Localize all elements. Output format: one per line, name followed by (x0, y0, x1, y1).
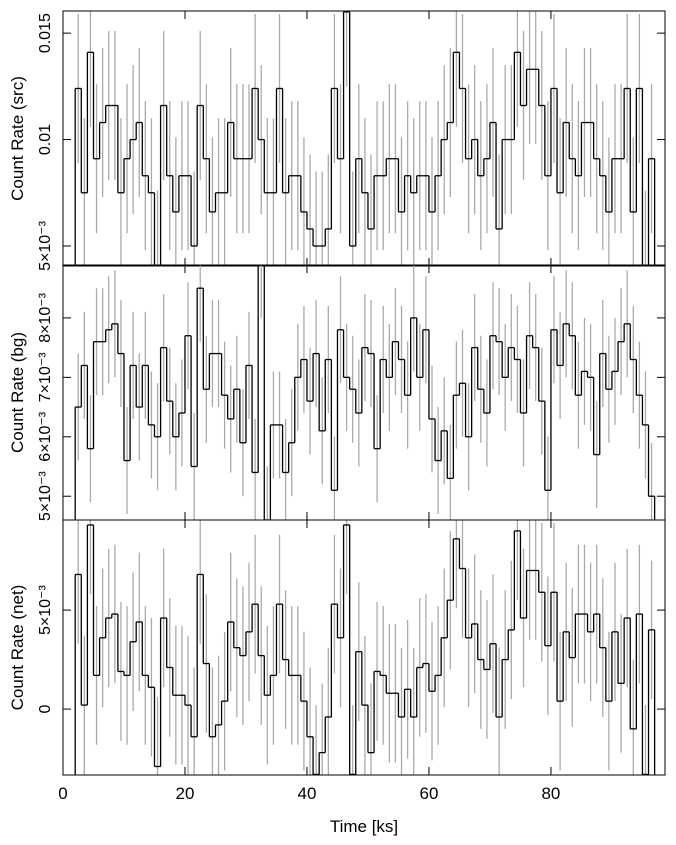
plot-area (74, 11, 656, 266)
plot-area (74, 265, 656, 520)
y-axis-label: Count Rate (src) (8, 76, 27, 201)
y-tick-label: 5×10⁻³ (37, 220, 54, 270)
y-tick-label: 0.01 (37, 124, 54, 155)
y-axis-label: Count Rate (bg) (8, 332, 27, 453)
y-tick-label: 6×10⁻³ (37, 411, 54, 461)
x-tick-label: 60 (419, 784, 438, 803)
x-tick-label: 20 (176, 784, 195, 803)
x-axis-label: Time [ks] (330, 817, 398, 836)
y-tick-label: 0.015 (37, 13, 54, 53)
x-tick-label: 80 (541, 784, 560, 803)
y-tick-label: 7×10⁻³ (37, 352, 54, 402)
y-tick-label: 0 (37, 705, 54, 714)
x-tick-label: 0 (58, 784, 67, 803)
x-tick-label: 40 (298, 784, 317, 803)
frame (62, 10, 666, 267)
y-tick-label: 5×10⁻³ (37, 585, 54, 635)
frame (62, 519, 666, 776)
y-tick-label: 8×10⁻³ (37, 292, 54, 342)
plot-area (74, 520, 656, 775)
y-axis-label: Count Rate (net) (8, 585, 27, 711)
y-tick-label: 5×10⁻³ (37, 471, 54, 521)
